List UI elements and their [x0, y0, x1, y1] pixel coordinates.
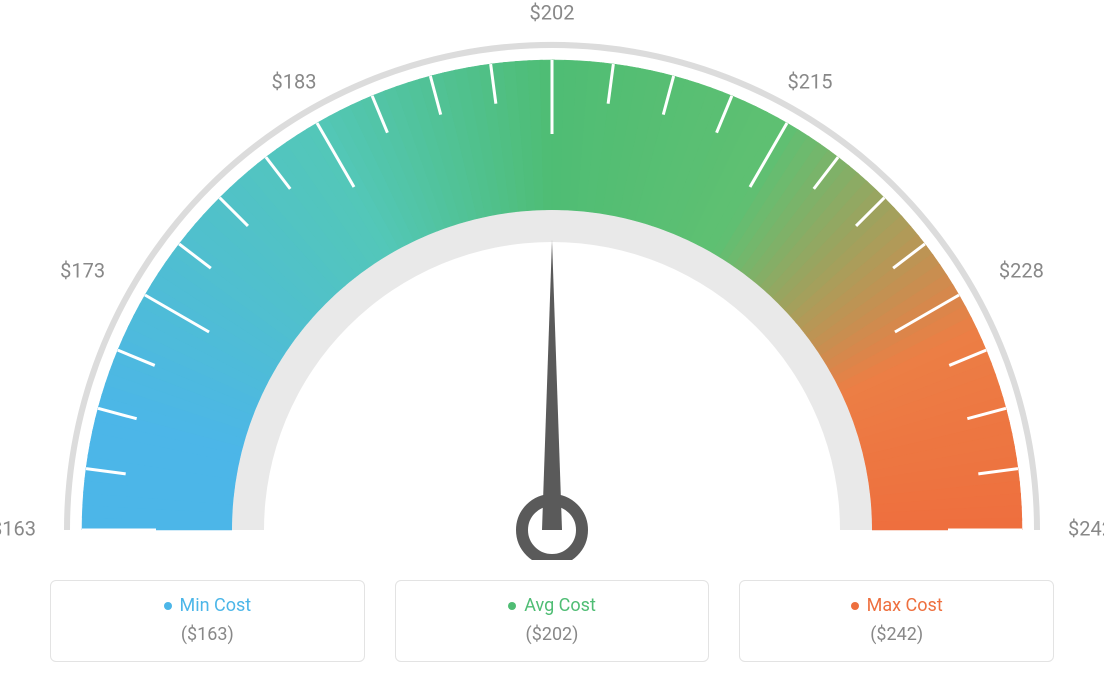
- max-cost-label: Max Cost: [867, 595, 943, 616]
- tick-label: $228: [999, 258, 1044, 282]
- gauge-svg: $163 $173 $183 $202 $215 $228 $242: [0, 0, 1104, 560]
- avg-cost-value: ($202): [406, 624, 699, 645]
- summary-cards: Min Cost ($163) Avg Cost ($202) Max Cost…: [50, 580, 1054, 662]
- tick-label: $173: [60, 258, 105, 282]
- min-cost-label: Min Cost: [180, 595, 252, 616]
- tick-label: $215: [788, 69, 833, 93]
- tick-label: $163: [0, 516, 36, 540]
- cost-gauge: $163 $173 $183 $202 $215 $228 $242: [0, 0, 1104, 560]
- tick-label: $242: [1068, 516, 1104, 540]
- avg-dot-icon: [508, 602, 516, 610]
- tick-label: $202: [530, 0, 575, 24]
- min-cost-card: Min Cost ($163): [50, 580, 365, 662]
- needle: [542, 240, 562, 530]
- min-dot-icon: [164, 602, 172, 610]
- max-cost-value: ($242): [750, 624, 1043, 645]
- min-cost-value: ($163): [61, 624, 354, 645]
- avg-cost-label: Avg Cost: [524, 595, 596, 616]
- max-dot-icon: [851, 602, 859, 610]
- tick-label: $183: [272, 69, 317, 93]
- avg-cost-card: Avg Cost ($202): [395, 580, 710, 662]
- max-cost-card: Max Cost ($242): [739, 580, 1054, 662]
